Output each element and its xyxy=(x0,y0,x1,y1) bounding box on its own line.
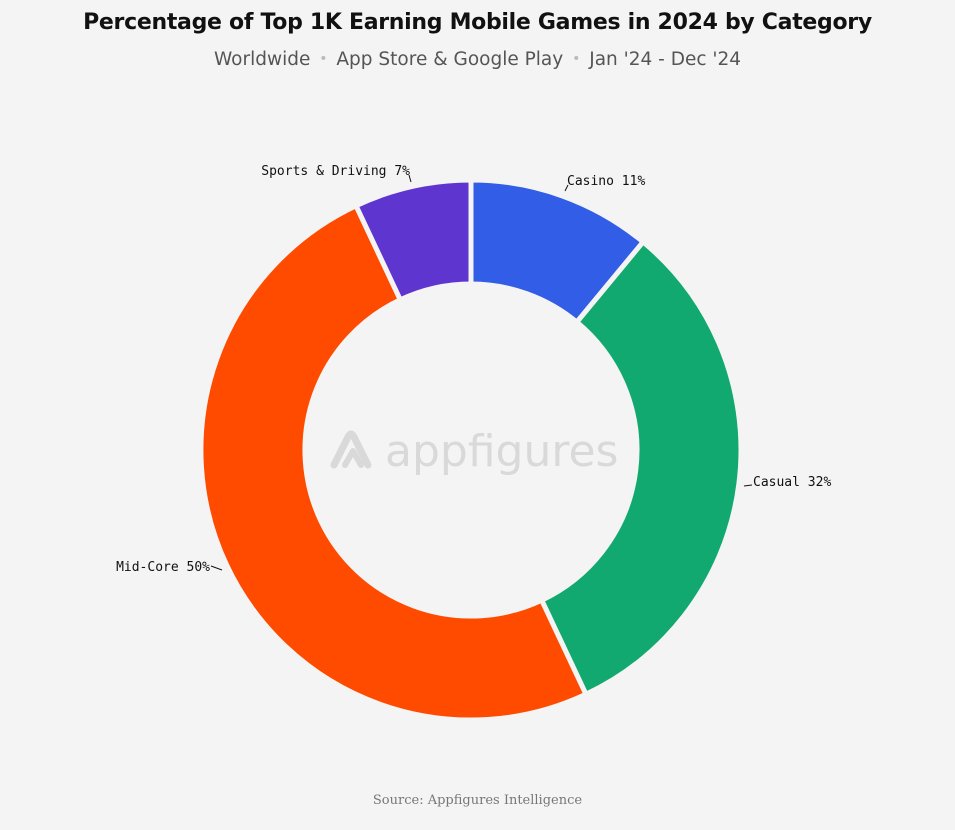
donut-slices xyxy=(198,177,744,723)
slice-sports-driving[interactable] xyxy=(353,177,474,303)
slice-label-mid-core: Mid-Core 50% xyxy=(116,560,210,575)
chart-title: Percentage of Top 1K Earning Mobile Game… xyxy=(83,10,872,35)
subtitle-separator: • xyxy=(319,51,328,67)
source-note: Source: Appfigures Intelligence xyxy=(372,793,583,808)
subtitle-region: Worldwide xyxy=(213,49,311,70)
slice-label-casino: Casino 11% xyxy=(567,174,645,189)
watermark-text: appfigures xyxy=(385,426,618,477)
subtitle-separator: • xyxy=(572,51,581,67)
slice-labels: Casino 11% Casual 32% Mid-Core 50% Sports &… xyxy=(116,164,831,575)
leader-line xyxy=(408,174,412,183)
appfigures-logo-icon xyxy=(330,430,372,469)
slice-mid-core[interactable] xyxy=(198,203,589,723)
slice-casual[interactable] xyxy=(539,239,744,697)
leader-line xyxy=(564,184,569,192)
label-leader-lines xyxy=(210,174,753,571)
subtitle-date-range: Jan '24 - Dec '24 xyxy=(589,49,742,70)
slice-label-casual: Casual 32% xyxy=(753,475,831,490)
chart-subtitle: Worldwide • App Store & Google Play • Ja… xyxy=(0,49,955,70)
slice-label-sports-driving: Sports & Driving 7% xyxy=(261,164,410,179)
subtitle-stores: App Store & Google Play xyxy=(336,49,564,70)
leader-line xyxy=(210,565,223,571)
leader-line xyxy=(743,484,753,487)
appfigures-watermark: appfigures xyxy=(330,426,618,477)
